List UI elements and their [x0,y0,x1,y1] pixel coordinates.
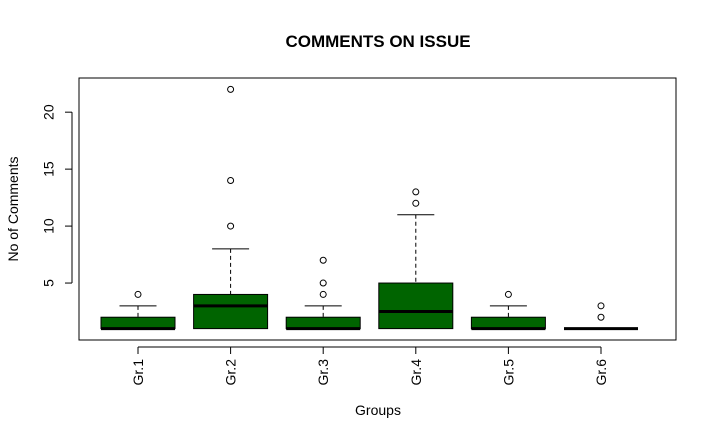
y-tick-label: 10 [41,218,57,234]
outlier-point [504,290,512,298]
outlier-point [319,279,327,287]
outlier-point [412,188,420,196]
x-tick-label: Gr.2 [223,359,239,386]
plot-area: 5 10 15 20 Gr.1 Gr.2 Gr.3 Gr.4 Gr.5 Gr.6 [41,85,638,386]
outlier-point [319,256,327,264]
chart-title: COMMENTS ON ISSUE [285,32,470,51]
y-tick-label: 15 [41,161,57,177]
box-gr1 [100,316,176,330]
plot-frame [78,77,677,341]
box-gr5 [470,316,546,330]
x-tick-label: Gr.3 [315,359,331,386]
y-axis-label: No of Comments [5,156,21,261]
x-axis-label: Groups [355,402,401,418]
outlier-point [597,313,605,321]
box-gr4 [378,282,454,330]
outlier-point [597,302,605,310]
outlier-point [227,85,235,93]
x-tick-label: Gr.4 [408,359,424,386]
box-gr2 [193,293,269,330]
outlier-point [134,290,142,298]
x-tick-label: Gr.1 [130,359,146,386]
y-tick-label: 5 [41,279,57,287]
outlier-point [227,177,235,185]
x-tick-label: Gr.6 [593,359,609,386]
y-tick-label: 20 [41,104,57,120]
box-gr3 [285,316,361,330]
outlier-point [412,199,420,207]
outlier-point [227,222,235,230]
outlier-point [319,290,327,298]
x-tick-label: Gr.5 [500,359,516,386]
